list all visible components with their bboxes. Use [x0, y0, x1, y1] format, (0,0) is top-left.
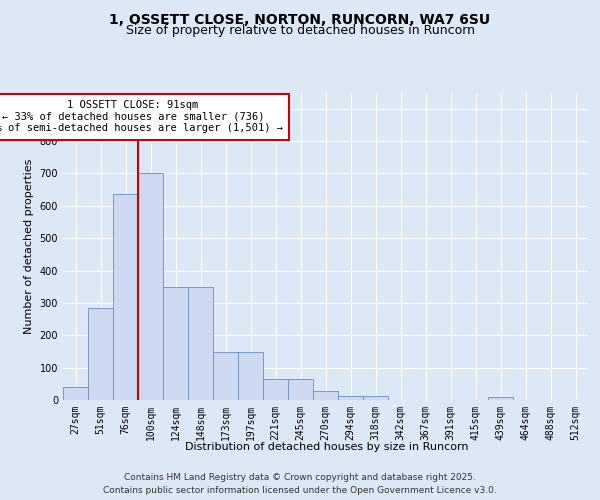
Bar — [138, 174, 163, 400]
Bar — [313, 391, 338, 400]
Text: 1, OSSETT CLOSE, NORTON, RUNCORN, WA7 6SU: 1, OSSETT CLOSE, NORTON, RUNCORN, WA7 6S… — [109, 12, 491, 26]
Bar — [88, 308, 113, 400]
Bar — [188, 286, 213, 400]
Text: 1 OSSETT CLOSE: 91sqm
← 33% of detached houses are smaller (736)
66% of semi-det: 1 OSSETT CLOSE: 91sqm ← 33% of detached … — [0, 100, 283, 134]
Text: Distribution of detached houses by size in Runcorn: Distribution of detached houses by size … — [185, 442, 469, 452]
Bar — [263, 379, 288, 400]
Bar — [163, 286, 188, 400]
Y-axis label: Number of detached properties: Number of detached properties — [24, 158, 34, 334]
Bar — [238, 352, 263, 400]
Bar — [213, 352, 238, 400]
Bar — [288, 379, 313, 400]
Bar — [63, 387, 88, 400]
Text: Contains HM Land Registry data © Crown copyright and database right 2025.
Contai: Contains HM Land Registry data © Crown c… — [103, 474, 497, 495]
Text: Size of property relative to detached houses in Runcorn: Size of property relative to detached ho… — [125, 24, 475, 37]
Bar — [363, 396, 388, 400]
Bar — [113, 194, 138, 400]
Bar — [488, 398, 513, 400]
Bar — [338, 396, 363, 400]
